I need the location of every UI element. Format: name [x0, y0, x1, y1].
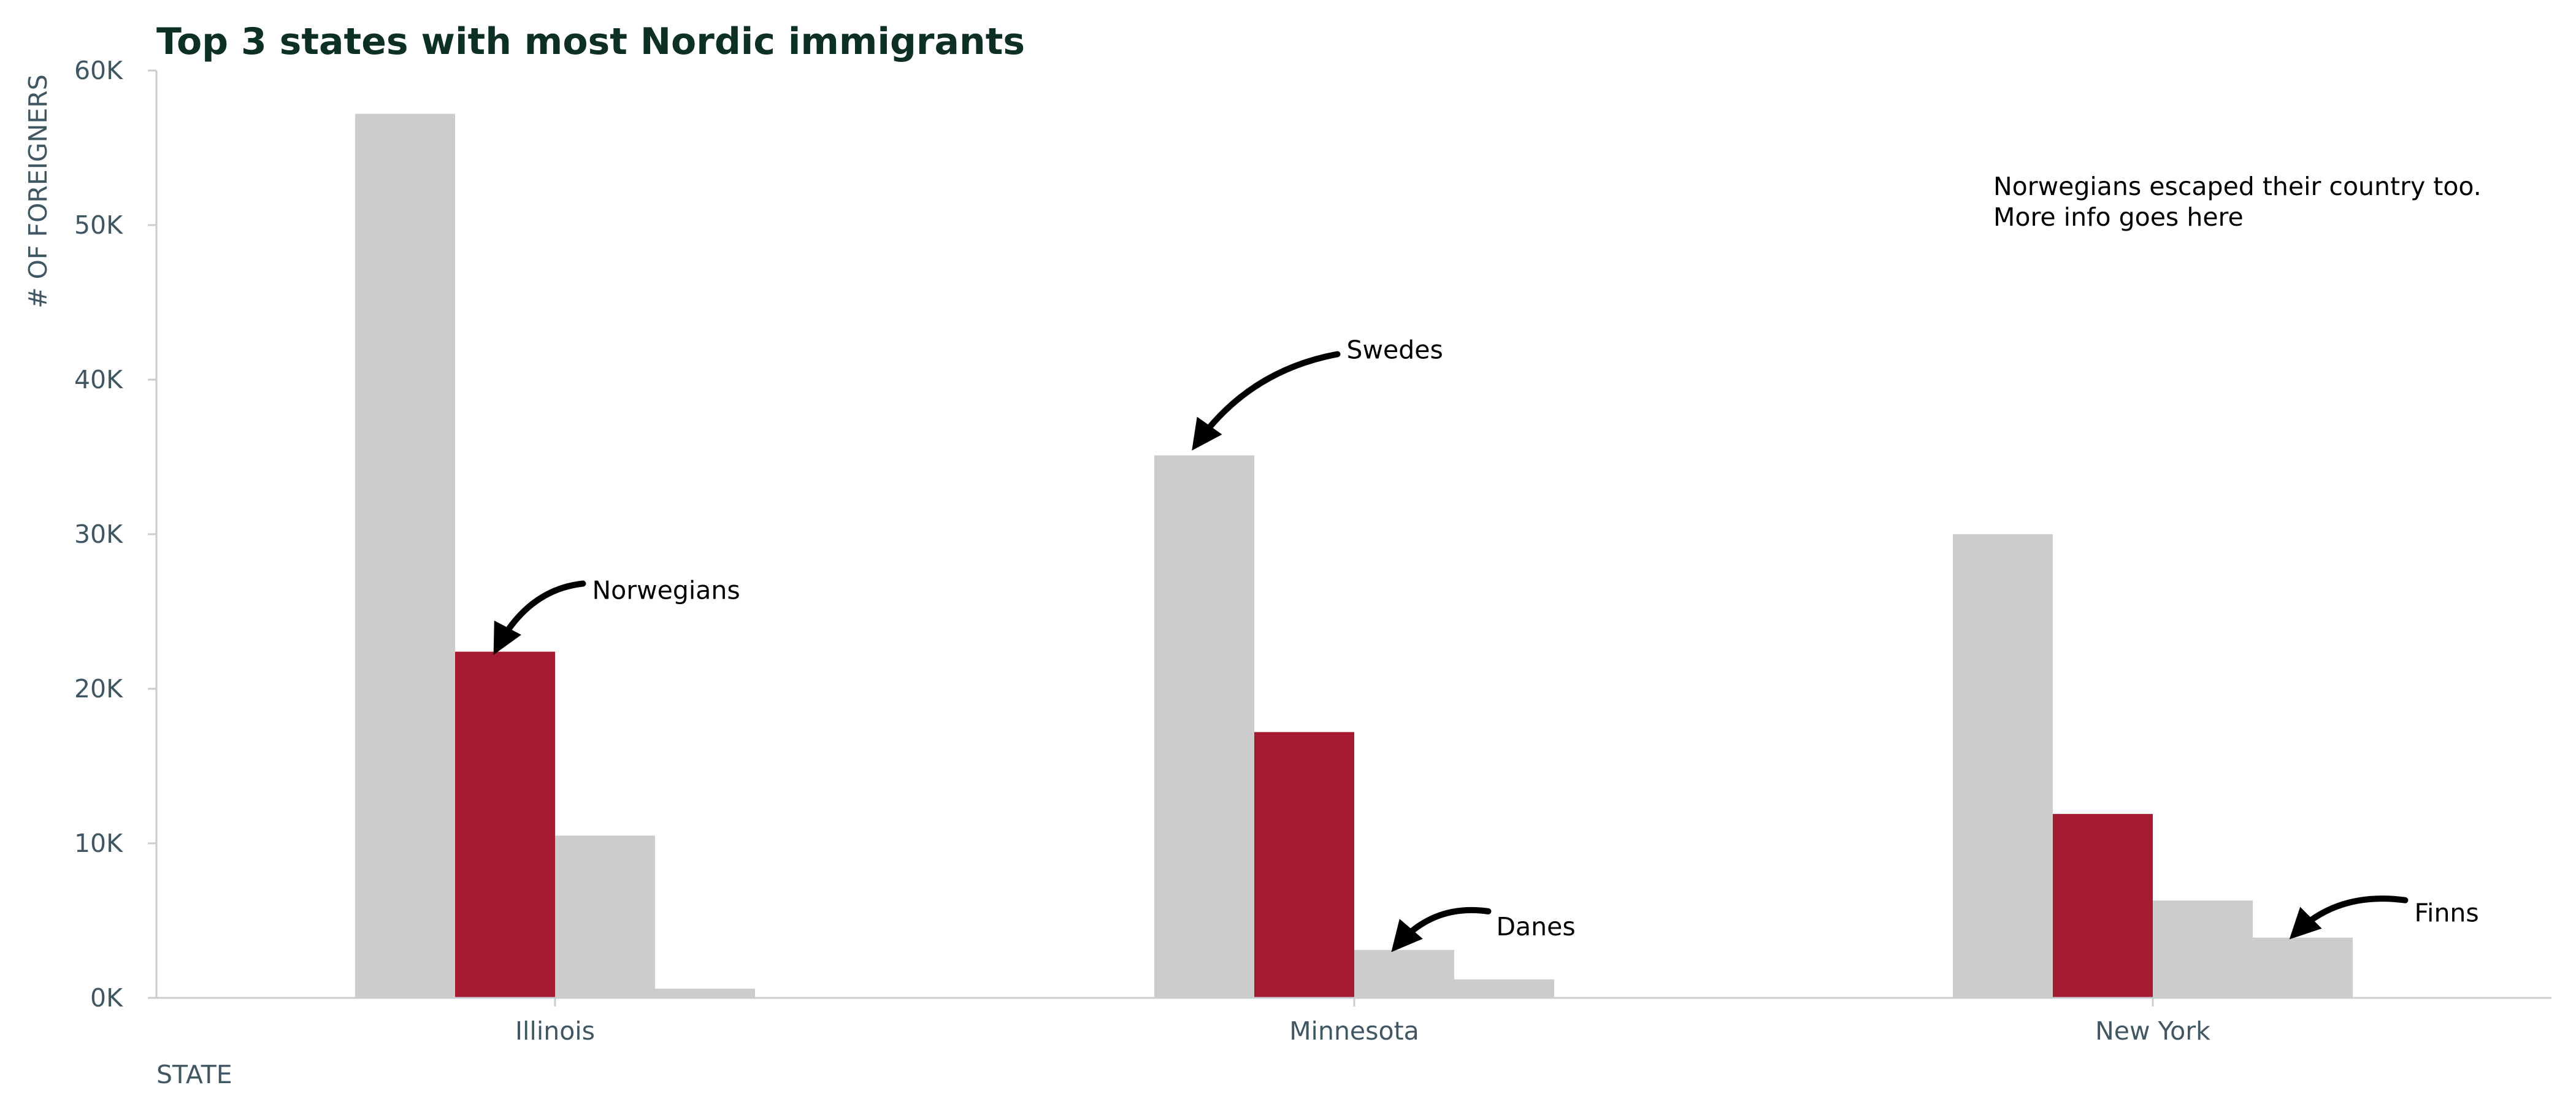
annotations-group: Norwegians Swedes Danes Finns [493, 335, 2479, 953]
bar-illinois-3 [655, 988, 755, 998]
annotation-arrow [1192, 351, 1341, 451]
bar-minnesota-3 [1454, 979, 1554, 998]
bars-group [355, 113, 2353, 998]
annotation-label: Finns [2414, 899, 2478, 928]
annotation-label: Danes [1496, 912, 1575, 941]
x-axis-label: STATE [156, 1060, 232, 1089]
chart-title: Top 3 states with most Nordic immigrants [156, 20, 1025, 63]
note-line-1: Norwegians escaped their country too. [1993, 172, 2482, 201]
annotation-arrow [493, 580, 586, 655]
bar-new-york-0 [1953, 534, 2053, 998]
y-axis-label: # OF FOREIGNERS [23, 74, 53, 308]
annotation-arrow [1391, 907, 1492, 953]
bar-illinois-1 [455, 651, 555, 998]
y-tick-label: 30K [74, 519, 123, 549]
y-tick-label: 20K [74, 674, 123, 703]
bar-minnesota-0 [1154, 455, 1254, 998]
y-tick-label: 60K [74, 56, 123, 85]
y-tick-label: 0K [90, 983, 123, 1013]
annotation-label: Norwegians [592, 576, 740, 605]
annotation-label: Swedes [1346, 335, 1443, 364]
bar-minnesota-2 [1354, 949, 1454, 998]
x-tick-label: Illinois [515, 1016, 595, 1046]
bar-illinois-2 [555, 835, 655, 998]
y-tick-label: 50K [74, 210, 123, 240]
y-tick-label: 10K [74, 829, 123, 858]
x-ticks: Illinois Minnesota New York [515, 998, 2210, 1046]
bar-minnesota-1 [1254, 732, 1354, 998]
x-tick-label: New York [2095, 1016, 2210, 1046]
y-tick-label: 40K [74, 365, 123, 394]
bar-new-york-1 [2053, 814, 2153, 998]
x-tick-label: Minnesota [1289, 1016, 1419, 1046]
bar-new-york-3 [2253, 937, 2353, 998]
note-line-2: More info goes here [1993, 202, 2244, 232]
annotation-arrow [2289, 895, 2409, 940]
y-ticks: 0K 10K 20K 30K 40K 50K 60K [74, 56, 156, 1013]
bar-new-york-2 [2153, 900, 2253, 998]
bar-illinois-0 [355, 113, 455, 998]
